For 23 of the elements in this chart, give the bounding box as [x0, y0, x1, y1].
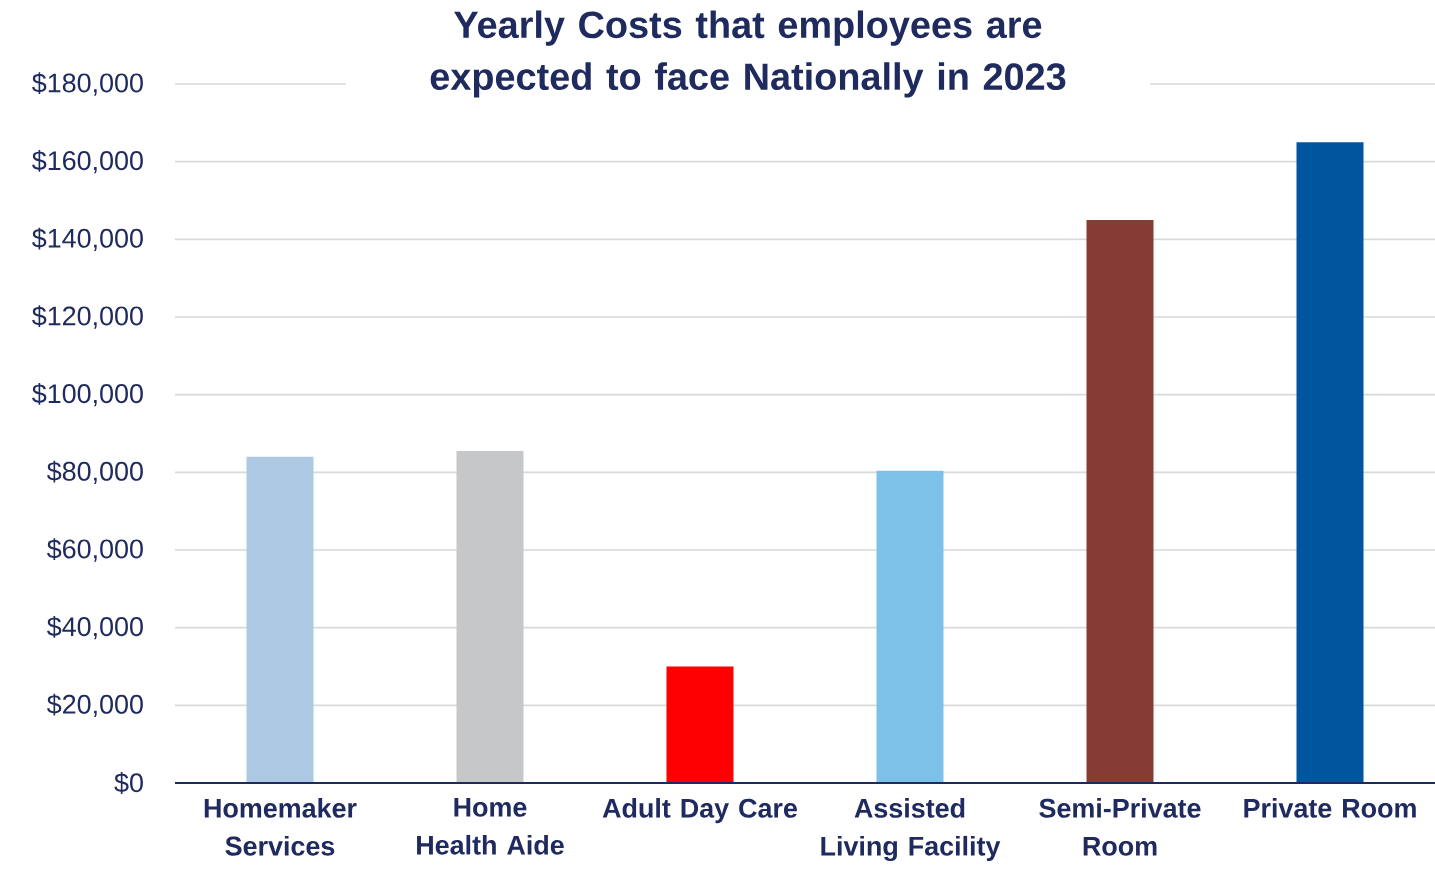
y-tick-label: $80,000 [47, 460, 143, 484]
y-tick-label: $180,000 [32, 72, 143, 96]
x-tick-label: Home Health Aide [417, 798, 564, 855]
x-tick-label: Assisted Living Facility [821, 798, 1001, 862]
y-tick-label: $40,000 [47, 615, 143, 640]
x-tick-label: Homemaker Services [204, 798, 357, 856]
bar [1086, 219, 1154, 783]
y-tick-label: $20,000 [47, 693, 143, 718]
y-tick-label: $60,000 [47, 538, 143, 562]
bar [666, 666, 734, 783]
bar [876, 470, 944, 783]
y-tick-label: $0 [114, 772, 143, 794]
y-tick-label: $120,000 [32, 305, 143, 329]
bar [246, 456, 314, 783]
x-tick-label: Adult Day Care [602, 798, 797, 824]
y-tick-label: $160,000 [32, 149, 143, 174]
bar [456, 450, 524, 783]
y-tick-label: $140,000 [32, 227, 143, 251]
bar [1296, 142, 1364, 783]
chart-title: Yearly Costs that employees are expected to face Nationally in 2023 [430, 10, 1066, 98]
x-tick-label: Private Room [1244, 798, 1416, 818]
y-tick-label: $100,000 [32, 382, 143, 407]
x-tick-label: Semi-Private Room [1039, 798, 1201, 856]
